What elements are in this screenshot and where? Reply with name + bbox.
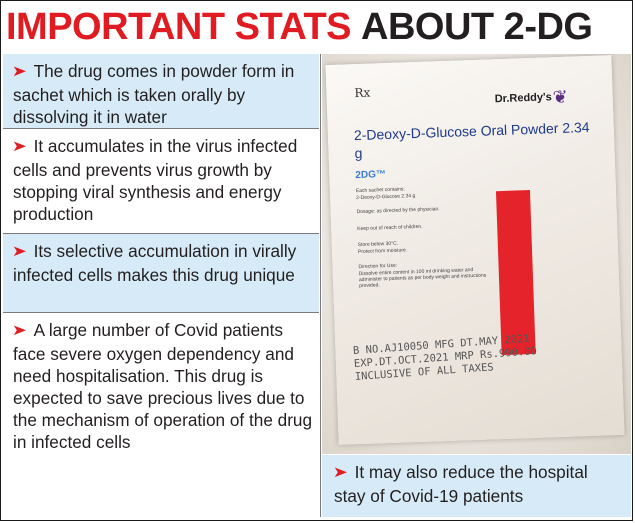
brand-logo-icon: ❦	[552, 86, 569, 108]
callout-text: It may also reduce the hospital stay of …	[334, 462, 588, 506]
stat-text-1: The drug comes in powder form in sachet …	[13, 61, 295, 127]
arrow-bullet-icon: ➤	[11, 243, 27, 260]
hospital-stay-callout: ➤ It may also reduce the hospital stay of…	[322, 455, 631, 517]
stat-text-2: It accumulates in the virus infected cel…	[13, 136, 298, 224]
headline: IMPORTANT STATS ABOUT 2-DG	[6, 2, 593, 52]
arrow-bullet-icon: ➤	[332, 464, 348, 481]
stats-panel: ➤ The drug comes in powder form in sachet…	[3, 54, 319, 517]
divider	[3, 312, 319, 313]
divider	[3, 233, 319, 234]
stat-card-1: ➤ The drug comes in powder form in sachet…	[3, 54, 319, 128]
sachet-fine-print: Keep out of reach of children.	[357, 223, 423, 233]
arrow-bullet-icon: ➤	[11, 322, 27, 339]
stat-text-4: A large number of Covid patients face se…	[13, 320, 313, 452]
batch-stamp: B NO.AJ10050 MFG DT.MAY 2021 EXP.DT.OCT.…	[353, 326, 625, 384]
sachet-photo: Rx Dr.Reddy's ❦ 2-Deoxy-D-Glucose Oral P…	[322, 54, 631, 454]
sachet-product-name: 2-Deoxy-D-Glucose Oral Powder 2.34 g	[353, 118, 590, 162]
sachet-brand: Dr.Reddy's	[494, 91, 552, 106]
warning-strip	[495, 190, 536, 356]
rx-symbol: Rx	[354, 85, 371, 101]
column-divider	[320, 54, 321, 517]
sachet-fine-print: Dissolve entire content in 100 ml drinki…	[358, 267, 487, 290]
headline-important-stats: IMPORTANT STATS	[6, 6, 352, 48]
sachet-2dg-mark: 2DG™	[355, 169, 387, 182]
divider	[3, 128, 319, 129]
sachet-packet: Rx Dr.Reddy's ❦ 2-Deoxy-D-Glucose Oral P…	[325, 55, 625, 445]
stat-card-2: ➤ It accumulates in the virus infected ce…	[3, 129, 319, 233]
stat-card-3: ➤ Its selective accumulation in virally i…	[3, 234, 319, 312]
arrow-bullet-icon: ➤	[11, 63, 27, 80]
sachet-fine-print: Dosage: as directed by the physician.	[356, 206, 440, 216]
headline-about-2dg: ABOUT 2-DG	[361, 6, 593, 48]
stat-card-4: ➤ A large number of Covid patients face s…	[3, 313, 319, 517]
stat-text-3: Its selective accumulation in virally in…	[13, 241, 297, 285]
arrow-bullet-icon: ➤	[11, 138, 27, 155]
